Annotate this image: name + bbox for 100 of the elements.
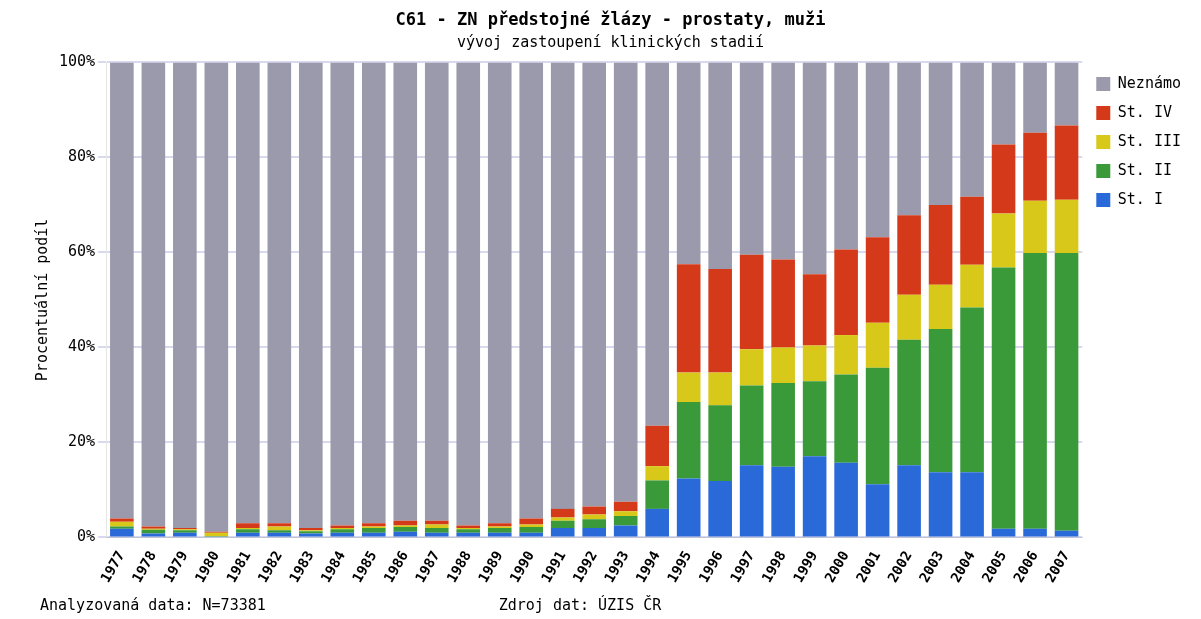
bar — [582, 506, 607, 515]
bar — [991, 528, 1016, 537]
legend-label: St. II — [1117, 160, 1172, 179]
bar — [928, 62, 953, 205]
bar — [676, 372, 701, 403]
y-tick-label: 0% — [77, 527, 96, 546]
y-tick-label: 40% — [68, 337, 96, 356]
bar — [960, 62, 984, 197]
bar — [771, 383, 795, 467]
chart-subtitle: vývoj zastoupení klinických stadií — [456, 33, 765, 52]
bar — [960, 196, 984, 265]
bar — [739, 62, 764, 255]
bar — [645, 508, 669, 537]
bar — [960, 472, 984, 537]
bar — [1054, 62, 1079, 126]
bar — [298, 62, 323, 528]
bar — [739, 254, 764, 350]
bar — [865, 322, 890, 368]
bar — [550, 527, 575, 537]
bar — [708, 372, 732, 406]
bar — [739, 349, 764, 386]
bar — [550, 508, 575, 518]
bar — [1023, 62, 1047, 133]
bar — [393, 526, 418, 532]
bar — [645, 480, 669, 509]
bar — [991, 213, 1016, 268]
bar — [676, 402, 701, 479]
bar — [865, 237, 890, 323]
bar — [582, 62, 607, 507]
bar — [393, 62, 418, 521]
bar — [676, 478, 701, 537]
bar — [613, 511, 638, 517]
bar — [771, 347, 795, 384]
bar — [865, 367, 890, 485]
bar — [141, 529, 166, 534]
bar — [330, 62, 355, 526]
bar — [550, 520, 575, 528]
bar — [141, 62, 166, 527]
bar — [1023, 252, 1047, 529]
bar — [991, 144, 1016, 214]
bar — [897, 294, 921, 340]
bar — [613, 62, 638, 502]
text: Zdroj dat: ÚZIS ČR — [498, 595, 663, 614]
bar — [865, 62, 890, 238]
y-axis-title: Procentuální podíl — [32, 218, 51, 382]
legend-label: St. I — [1117, 189, 1163, 208]
bar — [110, 526, 134, 529]
bar — [361, 62, 386, 524]
bar — [834, 374, 858, 463]
chart-title: C61 - ZN předstojné žlázy - prostaty, muži — [395, 8, 826, 29]
y-tick-label: 20% — [68, 432, 96, 451]
legend-label: Neznámo — [1117, 73, 1181, 92]
bar — [1023, 528, 1047, 537]
bar — [267, 530, 292, 533]
bar — [739, 465, 764, 537]
bar — [613, 501, 638, 512]
bar — [897, 62, 921, 216]
bar — [991, 267, 1016, 529]
bar — [897, 465, 921, 537]
bar — [582, 519, 607, 528]
bar — [424, 527, 449, 533]
bar — [771, 259, 795, 348]
bar — [519, 62, 544, 519]
bar — [393, 520, 418, 526]
bar — [802, 274, 827, 346]
bar — [991, 62, 1016, 145]
bar — [1023, 200, 1047, 253]
bar — [897, 339, 921, 466]
bar — [897, 215, 921, 295]
bar — [739, 385, 764, 466]
bar — [110, 518, 134, 522]
bar — [550, 62, 575, 509]
y-tick-label: 60% — [68, 242, 96, 261]
bar — [708, 269, 732, 373]
bar — [424, 524, 449, 528]
bar — [645, 466, 669, 481]
bar — [487, 527, 512, 533]
bar — [204, 62, 229, 532]
bar — [613, 525, 638, 537]
bar — [236, 62, 260, 524]
bar — [1023, 132, 1047, 201]
bar — [960, 264, 984, 308]
bar — [834, 335, 858, 375]
bar — [676, 62, 701, 265]
bar — [771, 62, 795, 260]
bar — [1054, 252, 1079, 531]
bar — [708, 62, 732, 270]
bar — [645, 62, 669, 426]
bar — [361, 527, 386, 533]
bar — [613, 516, 638, 526]
y-tick-label: 80% — [68, 147, 96, 166]
bar — [928, 328, 953, 473]
bar — [267, 526, 292, 531]
legend-label: St. IV — [1117, 102, 1172, 121]
bar — [928, 204, 953, 285]
bar — [771, 466, 795, 537]
bar — [676, 264, 701, 373]
bar — [110, 528, 134, 537]
bar — [834, 62, 858, 250]
bar — [802, 456, 827, 537]
